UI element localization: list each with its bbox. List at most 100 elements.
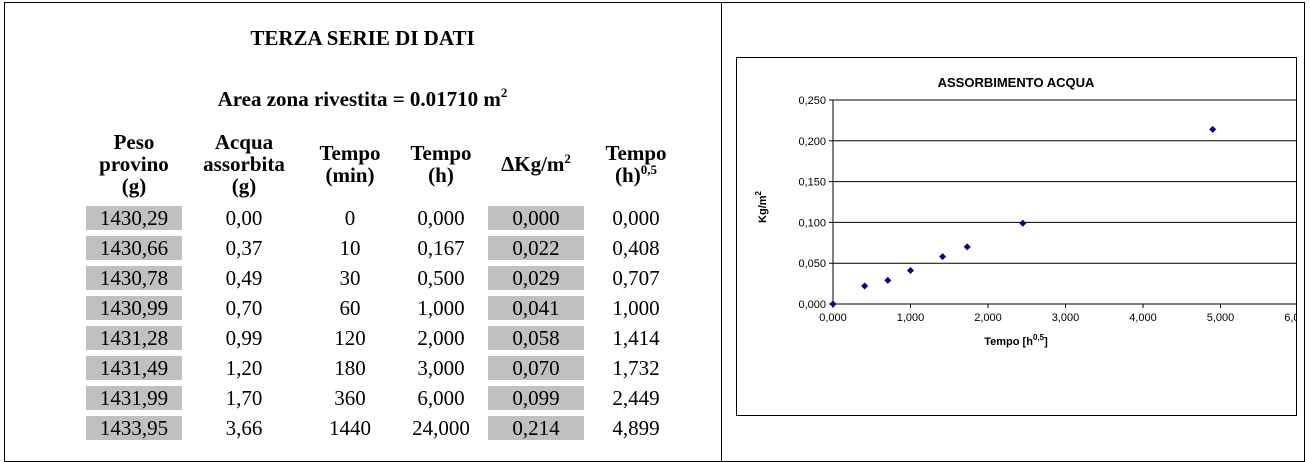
data-point xyxy=(884,276,892,284)
table-cell: 360 xyxy=(334,386,366,410)
table-cell: 10 xyxy=(339,236,361,260)
column-header-line: Acqua xyxy=(214,130,274,154)
table-cell: 2,000 xyxy=(417,326,465,350)
page-title: TERZA SERIE DI DATI xyxy=(250,26,475,50)
table-cell: 1431,49 xyxy=(86,356,182,380)
chart-title: ASSORBIMENTO ACQUA xyxy=(938,75,1095,90)
chart-panel: ASSORBIMENTO ACQUA 0,000 0,050 0,100 0,150 0,… xyxy=(736,57,1310,416)
column-header-5: ΔKg/m2 xyxy=(488,122,584,206)
column-header-4: Tempo (h) xyxy=(400,122,482,206)
data-point xyxy=(907,267,914,275)
table-cell: 1,20 xyxy=(225,356,263,380)
column-header-line: (h) xyxy=(428,163,454,187)
table-cell: 4,899 xyxy=(612,416,660,440)
data-point xyxy=(1019,219,1027,227)
table-cell: 0,214 xyxy=(488,416,584,440)
data-point xyxy=(963,243,971,251)
table-cell: 0,029 xyxy=(488,266,584,290)
column-header-line: Tempo xyxy=(605,141,667,165)
table-cell: 1431,99 xyxy=(86,386,182,410)
column-header-line: Peso xyxy=(113,130,155,154)
column-header-line: (g) xyxy=(121,174,147,198)
y-tick-label: 0,250 xyxy=(798,95,826,107)
table-cell: 0,37 xyxy=(225,236,263,260)
x-tick-label: 5,000 xyxy=(1207,312,1235,324)
x-tick-label: 2,000 xyxy=(974,312,1002,324)
column-header-line: (h)0,5 xyxy=(615,162,657,187)
table-cell: 0,022 xyxy=(488,236,584,260)
table-cell: 1430,29 xyxy=(86,206,182,230)
table-cell: 1,000 xyxy=(417,296,465,320)
table-row: 1431,99 1,70 360 6,000 0,099 2,449 xyxy=(4,386,721,410)
table-row: 1430,99 0,70 60 1,000 0,041 1,000 xyxy=(4,296,721,320)
table-cell: 0,500 xyxy=(417,266,465,290)
column-header-sup: 0,5 xyxy=(640,162,657,177)
table-cell: 1440 xyxy=(329,416,371,440)
table-row: 1430,78 0,49 30 0,500 0,029 0,707 xyxy=(4,266,721,290)
table-row: 1431,49 1,20 180 3,000 0,070 1,732 xyxy=(4,356,721,380)
y-tick-label: 0,050 xyxy=(798,258,826,270)
area-label: Area zona rivestita = 0.01710 m2 xyxy=(4,85,721,111)
table-cell: 0,041 xyxy=(488,296,584,320)
x-axis-label: Tempo [h0,5] xyxy=(984,333,1048,348)
table-cell: 30 xyxy=(339,266,361,290)
table-cell: 1,000 xyxy=(612,296,660,320)
table-cell: 1,70 xyxy=(225,386,263,410)
column-header-line: Tempo xyxy=(319,141,381,165)
table-row: 1431,28 0,99 120 2,000 0,058 1,414 xyxy=(4,326,721,350)
table-cell: 0 xyxy=(344,206,356,230)
table-cell: 0,167 xyxy=(417,236,465,260)
column-header-3: Tempo (min) xyxy=(300,122,400,206)
table-cell: 2,449 xyxy=(612,386,660,410)
data-table-section: TERZA SERIE DI DATI Area zona rivestita … xyxy=(4,2,721,451)
table-cell: 0,49 xyxy=(225,266,263,290)
data-point xyxy=(1209,125,1217,133)
table-cell: 0,000 xyxy=(417,206,465,230)
y-tick-label: 0,100 xyxy=(798,217,826,229)
table-cell: 1,414 xyxy=(612,326,660,350)
y-tick-label: 0,200 xyxy=(798,136,826,148)
table-cell: 0,70 xyxy=(225,296,263,320)
y-axis-label: Kg/m2 xyxy=(754,190,769,223)
column-header-line: ΔKg/m2 xyxy=(501,151,571,176)
table-row: 1433,95 3,66 1440 24,000 0,214 4,899 xyxy=(4,416,721,440)
table-cell: 0,707 xyxy=(612,266,660,290)
table-cell: 1431,28 xyxy=(86,326,182,350)
table-cell: 0,058 xyxy=(488,326,584,350)
x-tick-label: 3,000 xyxy=(1052,312,1080,324)
data-point xyxy=(829,300,837,308)
table-cell: 0,00 xyxy=(225,206,263,230)
column-header-1: Peso provino (g) xyxy=(86,122,182,206)
table-cell: 3,66 xyxy=(225,416,263,440)
table-cell: 0,408 xyxy=(612,236,660,260)
column-divider xyxy=(721,2,722,462)
column-header-2: Acqua assorbita (g) xyxy=(188,122,300,206)
data-point xyxy=(861,282,869,290)
area-label-sup: 2 xyxy=(500,85,508,100)
table-cell: 3,000 xyxy=(417,356,465,380)
table-row: 1430,66 0,37 10 0,167 0,022 0,408 xyxy=(4,236,721,260)
table-cell: 0,000 xyxy=(488,206,584,230)
x-tick-label: 1,000 xyxy=(897,312,925,324)
area-label-text: Area zona rivestita = 0.01710 m xyxy=(217,87,501,111)
column-header-line: (min) xyxy=(325,163,375,187)
table-cell: 6,000 xyxy=(417,386,465,410)
x-tick-label: 4,000 xyxy=(1129,312,1157,324)
table-cell: 1430,99 xyxy=(86,296,182,320)
column-header-6: Tempo (h)0,5 xyxy=(584,122,688,206)
table-cell: 120 xyxy=(334,326,366,350)
table-cell: 1430,78 xyxy=(86,266,182,290)
table-cell: 24,000 xyxy=(412,416,470,440)
table-cell: 0,070 xyxy=(488,356,584,380)
x-tick-label: 6,000 xyxy=(1284,312,1296,324)
table-row: 1430,29 0,00 0 0,000 0,000 0,000 xyxy=(4,206,721,230)
column-header-sup: 2 xyxy=(564,151,571,166)
table-cell: 1433,95 xyxy=(86,416,182,440)
column-header-line: (g) xyxy=(231,174,257,198)
y-tick-label: 0,000 xyxy=(798,299,826,311)
table-cell: 0,099 xyxy=(488,386,584,410)
column-header-line: Tempo xyxy=(410,141,472,165)
column-header-line: provino xyxy=(99,152,169,176)
table-cell: 180 xyxy=(334,356,366,380)
table-cell: 1,732 xyxy=(612,356,660,380)
